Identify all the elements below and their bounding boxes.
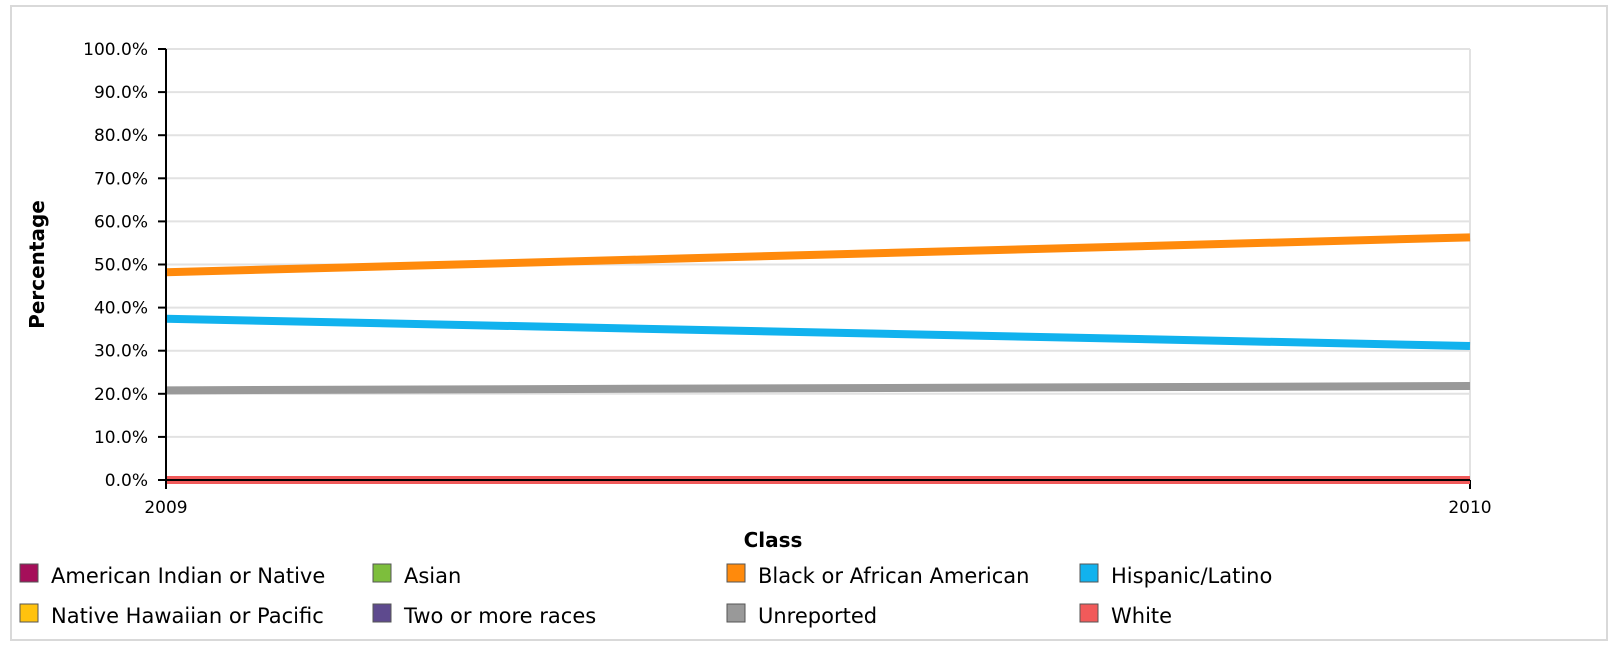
x-axis-title: Class [744, 528, 803, 552]
legend-swatch [372, 603, 392, 623]
legend-swatch [19, 563, 39, 583]
y-tick-label: 0.0% [105, 471, 148, 491]
y-axis-title: Percentage [25, 200, 49, 329]
y-tick-label: 80.0% [94, 126, 148, 146]
legend-swatch [726, 563, 746, 583]
legend-item-native-hawaiian-or-pacific: Native Hawaiian or Pacific [19, 603, 324, 628]
y-tick-label: 20.0% [94, 385, 148, 405]
legend-label: Two or more races [403, 604, 596, 628]
legend-item-white: White [1079, 603, 1172, 628]
legend-swatch [372, 563, 392, 583]
legend-label: Asian [404, 564, 461, 588]
y-tick-label: 100.0% [83, 40, 148, 60]
legend-label: Unreported [758, 604, 877, 628]
legend-item-hispanic-latino: Hispanic/Latino [1079, 563, 1272, 588]
series-lines [165, 233, 1471, 484]
legend-swatch [726, 603, 746, 623]
y-tick-label: 70.0% [94, 169, 148, 189]
y-tick-label: 30.0% [94, 342, 148, 362]
y-tick-label: 10.0% [94, 428, 148, 448]
legend-label: Native Hawaiian or Pacific [51, 604, 324, 628]
legend-item-two-or-more-races: Two or more races [372, 603, 596, 628]
y-tick-label: 60.0% [94, 212, 148, 232]
legend-item-asian: Asian [372, 563, 461, 588]
y-tick-label: 90.0% [94, 83, 148, 103]
legend-label: American Indian or Native [51, 564, 325, 588]
legend-swatch [1079, 563, 1099, 583]
series-line-hispanic-latino [165, 314, 1471, 350]
legend-label: White [1111, 604, 1172, 628]
legend-swatch [19, 603, 39, 623]
y-axis-ticks: 0.0% 10.0% 20.0% 30.0% 40.0% 50.0% 60.0% 70.0% 8… [83, 40, 166, 491]
y-tick-label: 50.0% [94, 256, 148, 276]
x-tick-label: 2009 [144, 498, 187, 518]
legend: American Indian or Native Asian Black or A… [19, 563, 1272, 628]
series-line-black-or-african-american [165, 233, 1471, 277]
legend-label: Black or African American [758, 564, 1029, 588]
legend-swatch [1079, 603, 1099, 623]
x-tick-label: 2010 [1448, 498, 1491, 518]
legend-label: Hispanic/Latino [1111, 564, 1272, 588]
y-tick-label: 40.0% [94, 299, 148, 319]
legend-item-unreported: Unreported [726, 603, 877, 628]
legend-item-black-or-african-american: Black or African American [726, 563, 1029, 588]
series-line-unreported [165, 382, 1471, 395]
chart-frame [10, 5, 1608, 641]
legend-item-american-indian-or-native: American Indian or Native [19, 563, 325, 588]
x-axis-ticks: 2009 2010 [144, 480, 1492, 518]
